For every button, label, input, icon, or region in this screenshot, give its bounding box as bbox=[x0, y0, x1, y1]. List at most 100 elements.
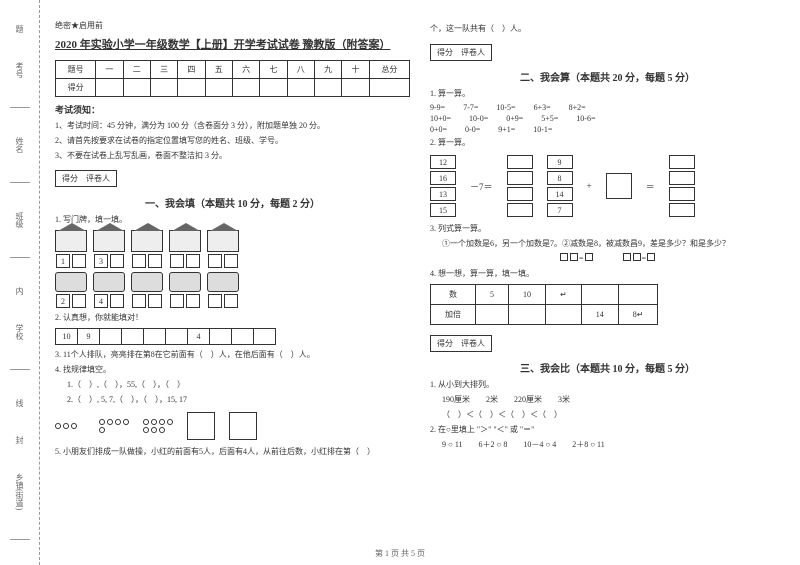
seq-cell[interactable] bbox=[254, 329, 276, 345]
col2-top: 个，这一队共有（ ）人。 bbox=[430, 23, 785, 35]
num-box[interactable] bbox=[170, 294, 184, 308]
seq-cell[interactable] bbox=[232, 329, 254, 345]
cb: 14 bbox=[547, 187, 573, 201]
th: 题号 bbox=[56, 61, 96, 79]
dt: 加倍 bbox=[431, 305, 476, 325]
notice-item: 3、不要在试卷上乱写乱画，卷面不整洁扣 3 分。 bbox=[55, 150, 410, 163]
num-box[interactable] bbox=[148, 294, 162, 308]
td[interactable] bbox=[232, 79, 259, 97]
num-box[interactable] bbox=[132, 254, 146, 268]
seq-cell[interactable] bbox=[144, 329, 166, 345]
houses-row: 1 3 bbox=[55, 230, 410, 268]
section-box: 得分 评卷人 bbox=[430, 335, 492, 352]
binding-margin: 题 考号 姓名 班级 内 学校 线 封 乡镇(街道) bbox=[0, 0, 40, 565]
q3: 3. 11个人排队，亮亮排在第8在它前面有（ ）人，在他后面有（ ）人。 bbox=[55, 349, 410, 361]
num-box[interactable] bbox=[186, 294, 200, 308]
seq-cell: 10 bbox=[56, 329, 78, 345]
chain-output[interactable] bbox=[669, 155, 695, 217]
bind-line bbox=[10, 369, 30, 370]
num-box[interactable] bbox=[208, 294, 222, 308]
num-box[interactable] bbox=[148, 254, 162, 268]
s2q3: 3. 列式算一算。 bbox=[430, 223, 785, 235]
bind-label: 封 bbox=[14, 436, 25, 444]
num-box[interactable] bbox=[110, 294, 124, 308]
cb: 9 bbox=[547, 155, 573, 169]
dt: 10 bbox=[509, 285, 546, 305]
td[interactable] bbox=[96, 79, 123, 97]
calc-row: 10+0= 10-0= 0+9= 5+5= 10-6= bbox=[430, 114, 785, 123]
num-box[interactable] bbox=[224, 294, 238, 308]
calc: 10+0= bbox=[430, 114, 451, 123]
td[interactable] bbox=[314, 79, 341, 97]
calc: 0+0= bbox=[430, 125, 447, 134]
notice-title: 考试须知： bbox=[55, 103, 410, 116]
num-box[interactable] bbox=[72, 254, 86, 268]
num-box[interactable] bbox=[224, 254, 238, 268]
seq-cell[interactable] bbox=[166, 329, 188, 345]
dt[interactable] bbox=[581, 285, 618, 305]
td[interactable] bbox=[369, 79, 409, 97]
section-box: 得分 评卷人 bbox=[430, 44, 492, 61]
dt[interactable] bbox=[618, 285, 658, 305]
td[interactable] bbox=[287, 79, 314, 97]
td[interactable] bbox=[178, 79, 205, 97]
section-title: 二、我会算（本题共 20 分，每题 5 分） bbox=[430, 69, 785, 84]
chain-op: －7＝ bbox=[470, 180, 493, 193]
blank-square[interactable] bbox=[229, 412, 257, 440]
td: 得分 bbox=[56, 79, 96, 97]
house-icon bbox=[169, 230, 201, 252]
blank-square[interactable] bbox=[187, 412, 215, 440]
num-box[interactable] bbox=[208, 254, 222, 268]
seq-cell[interactable] bbox=[122, 329, 144, 345]
q4a: 1.（ ）,（ ），55,（ ），（ ） bbox=[55, 379, 410, 391]
th: 一 bbox=[96, 61, 123, 79]
chain-input: 12 16 13 15 bbox=[430, 155, 456, 217]
notice-item: 2、请首先按要求在试卷的指定位置填写您的姓名、班级、学号。 bbox=[55, 135, 410, 148]
th: 五 bbox=[205, 61, 232, 79]
chain-op: + bbox=[587, 181, 592, 191]
bind-label: 班级 bbox=[14, 212, 25, 228]
calc: 10-5= bbox=[496, 103, 515, 112]
notice-item: 1、考试时间：45 分钟，满分为 100 分（含卷面分 3 分），附加题单独 2… bbox=[55, 120, 410, 133]
s2q3-text: ①一个加数是6，另一个加数是7。②减数是8，被减数昌9，差是多少？和是多少？ bbox=[430, 238, 785, 250]
th: 三 bbox=[150, 61, 177, 79]
s3q1: 1. 从小到大排列。 bbox=[430, 379, 785, 391]
seq-cell[interactable] bbox=[210, 329, 232, 345]
big-box[interactable] bbox=[606, 173, 632, 199]
seq-cell: 4 bbox=[188, 329, 210, 345]
th: 六 bbox=[232, 61, 259, 79]
dt: 8↵ bbox=[618, 305, 658, 325]
s3q2: 2. 在○里填上 "＞" "＜" 或 "＝" bbox=[430, 424, 785, 436]
chain-input: 9 8 14 7 bbox=[547, 155, 573, 217]
data-table: 数 5 10 ↵ 加倍 14 8↵ bbox=[430, 284, 658, 325]
td[interactable] bbox=[342, 79, 369, 97]
bind-label: 线 bbox=[14, 399, 25, 407]
num-box: 4 bbox=[94, 294, 108, 308]
s2q1: 1. 算一算。 bbox=[430, 88, 785, 100]
dt[interactable] bbox=[476, 305, 509, 325]
bus-icon bbox=[131, 272, 163, 292]
chain-output[interactable] bbox=[507, 155, 533, 217]
calc-row: 0+0= 0-0= 9+1= 10-1= bbox=[430, 125, 785, 134]
num-box[interactable] bbox=[170, 254, 184, 268]
dot-group bbox=[55, 423, 85, 429]
num-box[interactable] bbox=[110, 254, 124, 268]
th: 七 bbox=[260, 61, 287, 79]
dt: ↵ bbox=[546, 285, 582, 305]
td[interactable] bbox=[260, 79, 287, 97]
num-box[interactable] bbox=[186, 254, 200, 268]
th: 总分 bbox=[369, 61, 409, 79]
dt[interactable] bbox=[509, 305, 546, 325]
cb: 8 bbox=[547, 171, 573, 185]
td[interactable] bbox=[205, 79, 232, 97]
s3q1-items: 190厘米 2米 220厘米 3米 bbox=[430, 394, 785, 406]
td[interactable] bbox=[123, 79, 150, 97]
buses-row: 2 4 bbox=[55, 272, 410, 308]
num-box[interactable] bbox=[72, 294, 86, 308]
num-box[interactable] bbox=[132, 294, 146, 308]
seq-cell[interactable] bbox=[100, 329, 122, 345]
td[interactable] bbox=[150, 79, 177, 97]
chain-row: 12 16 13 15 －7＝ 9 8 14 7 + ＝ bbox=[430, 155, 785, 217]
dots-row bbox=[55, 412, 410, 440]
dt[interactable] bbox=[546, 305, 582, 325]
